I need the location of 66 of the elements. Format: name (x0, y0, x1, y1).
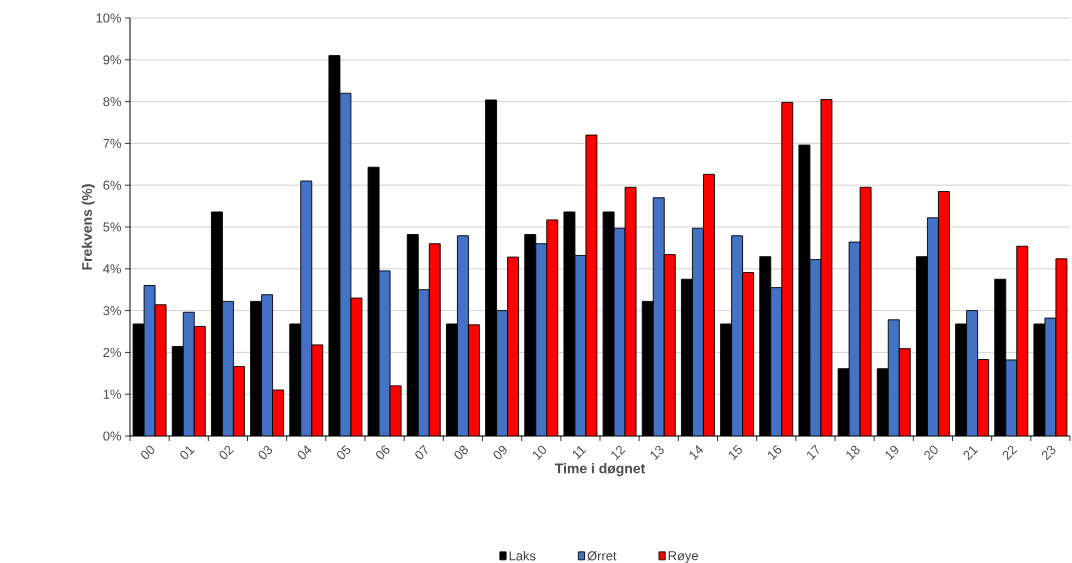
y-tick-label: 4% (103, 264, 122, 274)
x-tick-label: 22 (1002, 445, 1018, 461)
bar (507, 257, 519, 436)
y-tick-label: 8% (103, 97, 122, 107)
legend-label: Røye (668, 551, 699, 563)
x-tick-label: 09 (493, 445, 507, 460)
x-tick-label: 03 (258, 445, 273, 460)
y-tick-label: 5% (103, 222, 122, 232)
bar (429, 243, 441, 436)
bar (742, 272, 754, 436)
bar (731, 235, 743, 436)
bar (183, 312, 195, 436)
bar (535, 243, 547, 436)
bar (457, 235, 469, 436)
legend-label: Laks (509, 550, 536, 561)
x-tick-label: 02 (219, 445, 234, 460)
x-tick-label: 23 (1041, 445, 1056, 461)
x-tick-label: 05 (336, 444, 351, 460)
y-tick-label: 9% (103, 55, 122, 65)
x-tick-label: 07 (415, 444, 428, 460)
legend-label: Ørret (587, 551, 617, 561)
x-tick-label: 17 (807, 444, 820, 460)
bar (692, 228, 704, 436)
x-tick-label: 06 (376, 445, 390, 460)
x-tick-label: 10 (533, 445, 547, 460)
x-tick-label: 01 (180, 446, 195, 460)
bar (664, 254, 676, 436)
bar (418, 289, 430, 436)
bar (468, 324, 480, 436)
x-tick-label: 21 (963, 446, 979, 461)
bar (888, 319, 900, 436)
bar (938, 191, 950, 436)
bar (927, 217, 939, 436)
bar (966, 310, 978, 436)
x-tick-label: 15 (728, 444, 742, 460)
bar (1016, 246, 1028, 436)
x-tick-label: 00 (141, 445, 155, 460)
x-tick-label: 04 (297, 445, 312, 460)
y-tick-label: 1% (103, 389, 122, 399)
bar (781, 102, 793, 436)
y-tick-label: 6% (103, 180, 122, 190)
bar (653, 197, 665, 436)
x-tick-label: 12 (611, 445, 626, 460)
x-tick-label: 16 (768, 445, 782, 460)
bar (496, 310, 508, 436)
y-tick-label: 0% (103, 431, 122, 441)
bar (261, 294, 273, 436)
bar (703, 174, 715, 436)
x-tick-label: 13 (650, 445, 664, 460)
y-tick-label: 2% (103, 347, 122, 357)
bar (194, 326, 206, 436)
x-axis-title: Time i døgnet (554, 463, 646, 477)
x-tick-label: 20 (924, 445, 938, 461)
y-tick-label: 10% (96, 13, 122, 23)
bar (300, 181, 312, 436)
bar (546, 219, 558, 436)
x-tick-label: 19 (885, 445, 899, 460)
y-axis-title: Frekvens (%) (81, 184, 95, 270)
x-tick-label: 18 (846, 445, 860, 460)
x-tick-label: 11 (572, 446, 587, 460)
y-tick-label: 3% (103, 306, 122, 316)
x-tick-label: 08 (454, 445, 468, 460)
bar (770, 287, 782, 436)
y-tick-label: 7% (103, 138, 122, 148)
x-tick-label: 14 (689, 445, 704, 460)
bar (222, 301, 234, 436)
